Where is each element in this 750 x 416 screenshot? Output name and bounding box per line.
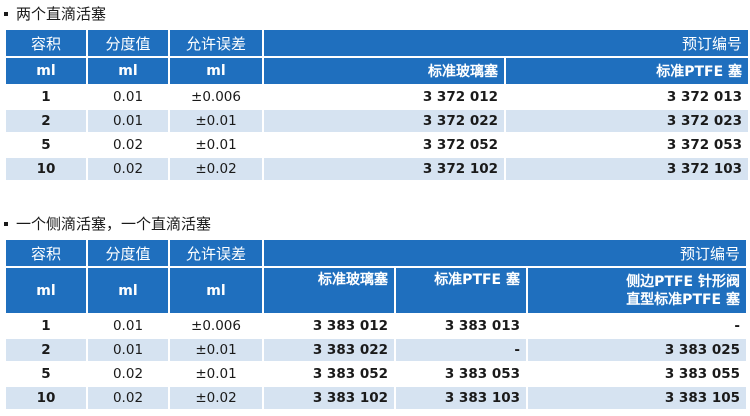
header-tolerance: 允许误差 xyxy=(170,30,262,58)
header-division: 分度值 xyxy=(88,30,168,58)
cell-division: 0.01 xyxy=(88,315,168,339)
unit-tolerance: ml xyxy=(170,58,262,86)
cell-tolerance: ±0.006 xyxy=(170,315,262,339)
unit-volume: ml xyxy=(6,268,86,315)
column-ptfe-stopcock: 标准PTFE 塞 xyxy=(506,58,749,86)
cell-tolerance: ±0.02 xyxy=(170,158,262,182)
table-row: 10 0.02 ±0.02 3 372 102 3 372 103 xyxy=(6,158,749,182)
cell-order-glass: 3 372 052 xyxy=(264,134,504,158)
bullet-icon xyxy=(4,11,8,16)
table-row: 5 0.02 ±0.01 3 372 052 3 372 053 xyxy=(6,134,749,158)
cell-order-ptfe: 3 383 013 xyxy=(396,315,526,339)
cell-order-glass: 3 383 012 xyxy=(264,315,394,339)
cell-order-glass: 3 383 052 xyxy=(264,363,394,387)
column-side-needle-valve-line1: 侧边PTFE 针形阀 xyxy=(626,273,740,290)
cell-volume: 1 xyxy=(6,315,86,339)
header-volume: 容积 xyxy=(6,240,86,268)
table-side-and-straight-stopcocks: 容积 分度值 允许误差 预订编号 ml ml ml 标准玻璃塞 标准PTFE 塞… xyxy=(4,240,748,411)
cell-division: 0.01 xyxy=(88,339,168,363)
cell-division: 0.01 xyxy=(88,110,168,134)
cell-tolerance: ±0.01 xyxy=(170,110,262,134)
unit-volume: ml xyxy=(6,58,86,86)
table-row: 1 0.01 ±0.006 3 383 012 3 383 013 - xyxy=(6,315,746,339)
header-order-number: 预订编号 xyxy=(264,30,749,58)
cell-division: 0.02 xyxy=(88,387,168,411)
cell-order-ptfe: 3 372 013 xyxy=(506,86,749,110)
bullet-icon xyxy=(4,221,8,226)
cell-volume: 10 xyxy=(6,387,86,411)
unit-tolerance: ml xyxy=(170,268,262,315)
header-volume: 容积 xyxy=(6,30,86,58)
cell-order-ptfe: - xyxy=(396,339,526,363)
cell-order-glass: 3 372 022 xyxy=(264,110,504,134)
column-glass-stopcock: 标准玻璃塞 xyxy=(264,58,504,86)
cell-volume: 1 xyxy=(6,86,86,110)
column-glass-stopcock: 标准玻璃塞 xyxy=(264,268,394,315)
cell-order-glass: 3 372 102 xyxy=(264,158,504,182)
cell-order-glass: 3 383 022 xyxy=(264,339,394,363)
cell-division: 0.02 xyxy=(88,363,168,387)
table-row: 2 0.01 ±0.01 3 383 022 - 3 383 025 xyxy=(6,339,746,363)
table-row: 5 0.02 ±0.01 3 383 052 3 383 053 3 383 0… xyxy=(6,363,746,387)
cell-order-side-valve: 3 383 105 xyxy=(528,387,746,411)
header-order-number: 预订编号 xyxy=(264,240,746,268)
cell-order-side-valve: 3 383 055 xyxy=(528,363,746,387)
cell-order-ptfe: 3 383 103 xyxy=(396,387,526,411)
column-side-needle-valve: 侧边PTFE 针形阀 直型标准PTFE 塞 xyxy=(528,268,746,315)
table-row: 10 0.02 ±0.02 3 383 102 3 383 103 3 383 … xyxy=(6,387,746,411)
cell-volume: 5 xyxy=(6,134,86,158)
header-division: 分度值 xyxy=(88,240,168,268)
cell-division: 0.02 xyxy=(88,158,168,182)
column-side-needle-valve-line2: 直型标准PTFE 塞 xyxy=(626,291,740,308)
cell-volume: 10 xyxy=(6,158,86,182)
cell-division: 0.02 xyxy=(88,134,168,158)
cell-tolerance: ±0.01 xyxy=(170,363,262,387)
table-row: 1 0.01 ±0.006 3 372 012 3 372 013 xyxy=(6,86,749,110)
cell-volume: 2 xyxy=(6,339,86,363)
cell-order-glass: 3 372 012 xyxy=(264,86,504,110)
unit-division: ml xyxy=(88,58,168,86)
unit-division: ml xyxy=(88,268,168,315)
cell-tolerance: ±0.01 xyxy=(170,339,262,363)
cell-division: 0.01 xyxy=(88,86,168,110)
cell-volume: 2 xyxy=(6,110,86,134)
section-title-text: 两个直滴活塞 xyxy=(16,5,107,23)
cell-order-side-valve: 3 383 025 xyxy=(528,339,746,363)
table-row: 2 0.01 ±0.01 3 372 022 3 372 023 xyxy=(6,110,749,134)
cell-tolerance: ±0.02 xyxy=(170,387,262,411)
section-title-text: 一个侧滴活塞，一个直滴活塞 xyxy=(16,215,212,233)
cell-volume: 5 xyxy=(6,363,86,387)
section-title-two-straight-stopcocks: 两个直滴活塞 xyxy=(4,2,106,26)
cell-tolerance: ±0.006 xyxy=(170,86,262,110)
cell-order-glass: 3 383 102 xyxy=(264,387,394,411)
cell-order-ptfe: 3 383 053 xyxy=(396,363,526,387)
table-two-straight-stopcocks: 容积 分度值 允许误差 预订编号 ml ml ml 标准玻璃塞 标准PTFE 塞… xyxy=(4,30,750,182)
header-tolerance: 允许误差 xyxy=(170,240,262,268)
cell-order-side-valve: - xyxy=(528,315,746,339)
cell-tolerance: ±0.01 xyxy=(170,134,262,158)
section-title-side-and-straight-stopcocks: 一个侧滴活塞，一个直滴活塞 xyxy=(4,212,211,236)
column-ptfe-stopcock: 标准PTFE 塞 xyxy=(396,268,526,315)
cell-order-ptfe: 3 372 053 xyxy=(506,134,749,158)
cell-order-ptfe: 3 372 103 xyxy=(506,158,749,182)
cell-order-ptfe: 3 372 023 xyxy=(506,110,749,134)
